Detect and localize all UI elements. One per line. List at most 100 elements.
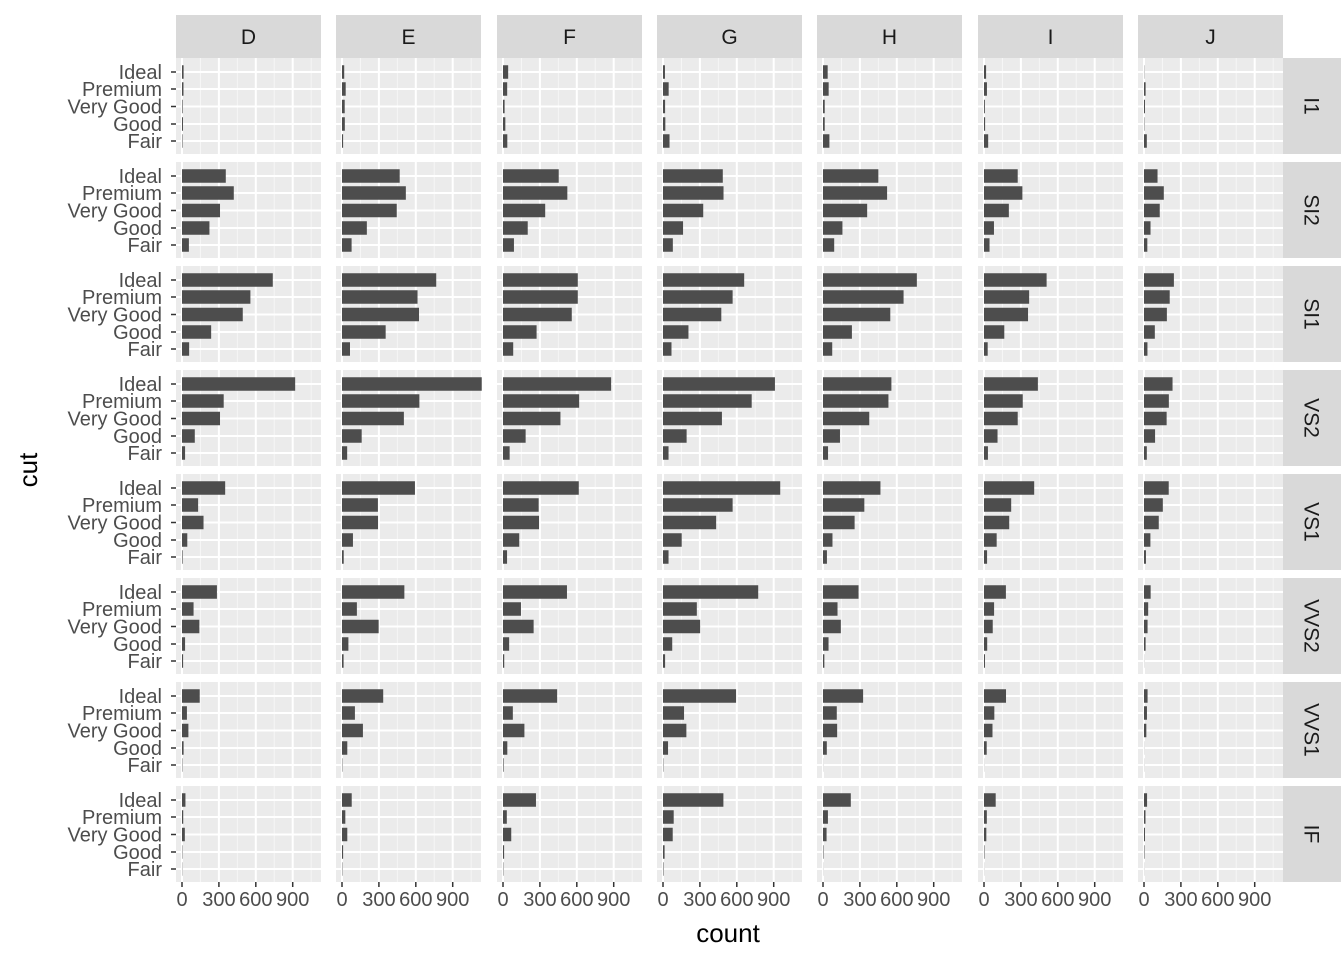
bar-VS1-F-good xyxy=(503,533,519,547)
bar-VVS2-J-premium xyxy=(1144,602,1148,616)
bar-VS1-H-fair xyxy=(823,550,827,564)
y-tick-label: Fair xyxy=(128,235,163,257)
bar-VVS1-D-premium xyxy=(182,706,187,720)
bar-VVS1-I-ideal xyxy=(984,689,1006,703)
bar-VVS2-H-ideal xyxy=(823,585,859,599)
bar-IF-F-good xyxy=(503,845,504,859)
bar-VVS1-E-good xyxy=(342,741,347,755)
bar-SI1-J-very-good xyxy=(1144,308,1167,322)
bar-VS2-F-very-good xyxy=(503,412,560,426)
bar-VVS2-H-fair xyxy=(823,654,824,668)
bar-VS1-J-very-good xyxy=(1144,516,1159,530)
bar-VVS2-D-ideal xyxy=(182,585,217,599)
bar-I1-D-ideal xyxy=(182,65,184,79)
x-tick-label: 600 xyxy=(880,889,913,911)
bar-SI2-E-good xyxy=(342,221,367,235)
bar-SI1-H-good xyxy=(823,325,852,339)
bar-VVS2-H-good xyxy=(823,637,829,651)
bar-SI2-E-fair xyxy=(342,238,352,252)
facet-strip-row-VVS2-label: VVS2 xyxy=(1300,599,1323,653)
bar-I1-I-premium xyxy=(984,82,987,96)
bar-VS2-J-very-good xyxy=(1144,412,1167,426)
bar-SI2-D-premium xyxy=(182,186,234,200)
y-tick-label: Fair xyxy=(128,651,163,673)
bar-VVS2-J-very-good xyxy=(1144,620,1148,634)
bar-VS2-J-ideal xyxy=(1144,377,1173,391)
x-tick-label: 900 xyxy=(597,889,630,911)
bar-IF-H-very-good xyxy=(823,828,827,842)
bar-VS2-I-fair xyxy=(984,446,988,460)
bar-I1-H-premium xyxy=(823,82,829,96)
bar-SI2-I-ideal xyxy=(984,169,1018,183)
bar-I1-H-ideal xyxy=(823,65,828,79)
bar-VS1-I-premium xyxy=(984,498,1011,512)
bar-IF-E-ideal xyxy=(342,793,352,807)
bar-VS1-I-ideal xyxy=(984,481,1034,495)
bar-SI1-H-premium xyxy=(823,290,904,304)
bar-VS2-E-fair xyxy=(342,446,347,460)
bar-SI2-J-very-good xyxy=(1144,204,1160,218)
bar-VVS1-J-very-good xyxy=(1144,724,1146,738)
bar-I1-G-good xyxy=(663,117,665,131)
bar-SI1-F-very-good xyxy=(503,308,572,322)
bar-VS1-D-good xyxy=(182,533,187,547)
x-tick-label: 300 xyxy=(1164,889,1197,911)
bar-I1-G-premium xyxy=(663,82,669,96)
bar-SI1-D-fair xyxy=(182,342,189,356)
bar-VVS2-G-premium xyxy=(663,602,697,616)
bar-VVS1-D-good xyxy=(182,741,184,755)
bar-VVS1-F-fair xyxy=(503,758,504,772)
y-tick-label: Fair xyxy=(128,443,163,465)
bar-VS2-H-very-good xyxy=(823,412,869,426)
bar-VVS2-I-fair xyxy=(984,654,985,668)
bar-VS2-D-premium xyxy=(182,394,224,408)
bar-SI1-I-ideal xyxy=(984,273,1047,287)
bar-SI1-I-premium xyxy=(984,290,1029,304)
x-tick-label: 900 xyxy=(436,889,469,911)
bar-SI1-G-fair xyxy=(663,342,671,356)
bar-VS1-I-good xyxy=(984,533,997,547)
bar-VVS2-E-ideal xyxy=(342,585,404,599)
bar-VVS2-D-good xyxy=(182,637,185,651)
bar-VS2-G-premium xyxy=(663,394,752,408)
bar-SI2-J-ideal xyxy=(1144,169,1158,183)
bar-VS1-H-very-good xyxy=(823,516,855,530)
bar-VVS2-E-very-good xyxy=(342,620,379,634)
bar-I1-H-fair xyxy=(823,134,829,148)
bar-VS1-D-premium xyxy=(182,498,198,512)
bar-SI2-H-ideal xyxy=(823,169,878,183)
bar-I1-E-premium xyxy=(342,82,346,96)
bar-SI2-D-good xyxy=(182,221,209,235)
bar-VVS1-G-good xyxy=(663,741,668,755)
bar-SI2-E-premium xyxy=(342,186,406,200)
bar-SI2-I-good xyxy=(984,221,994,235)
facet-strip-row-VS2-label: VS2 xyxy=(1300,398,1323,438)
bar-VS2-F-ideal xyxy=(503,377,611,391)
bar-SI2-E-very-good xyxy=(342,204,397,218)
y-tick-label: Fair xyxy=(128,859,163,881)
bar-VS2-E-ideal xyxy=(342,377,482,391)
bar-IF-J-very-good xyxy=(1144,828,1145,842)
x-tick-label: 600 xyxy=(239,889,272,911)
bar-VS2-G-good xyxy=(663,429,687,443)
bar-VS2-G-ideal xyxy=(663,377,775,391)
bar-SI2-E-ideal xyxy=(342,169,400,183)
bar-VS1-E-premium xyxy=(342,498,378,512)
bar-I1-I-fair xyxy=(984,134,988,148)
x-tick-label: 900 xyxy=(276,889,309,911)
x-tick-label: 0 xyxy=(978,889,989,911)
bar-SI1-D-ideal xyxy=(182,273,273,287)
bar-I1-D-very-good xyxy=(182,100,183,114)
bar-VS2-F-fair xyxy=(503,446,510,460)
bar-SI1-I-fair xyxy=(984,342,988,356)
bar-SI1-E-good xyxy=(342,325,386,339)
x-tick-label: 300 xyxy=(362,889,395,911)
bar-I1-E-good xyxy=(342,117,345,131)
bar-VS1-E-very-good xyxy=(342,516,378,530)
bar-VVS1-H-premium xyxy=(823,706,837,720)
bar-SI2-J-premium xyxy=(1144,186,1164,200)
x-tick-label: 0 xyxy=(336,889,347,911)
bar-SI2-F-ideal xyxy=(503,169,559,183)
bar-IF-E-very-good xyxy=(342,828,347,842)
